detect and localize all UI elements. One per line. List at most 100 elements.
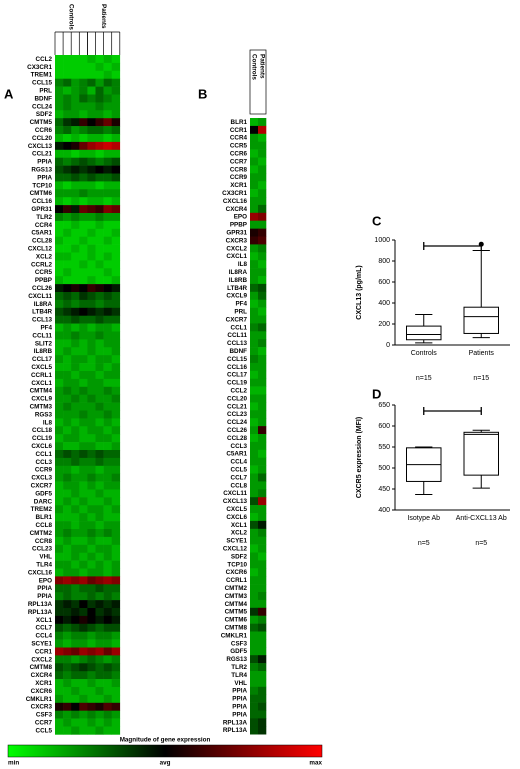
row-label: CCL20 — [32, 135, 52, 142]
row-label: CSF3 — [231, 640, 248, 647]
heat-cell — [111, 402, 121, 411]
heat-cell — [250, 576, 259, 585]
heat-cell — [95, 663, 104, 672]
heat-cell — [55, 205, 64, 214]
heat-cell — [87, 284, 96, 293]
heat-cell — [63, 521, 72, 530]
row-label: CMTM4 — [30, 388, 53, 395]
heat-cell — [258, 402, 267, 411]
heat-cell — [63, 134, 72, 143]
heat-cell — [111, 497, 121, 506]
heat-cell — [258, 165, 267, 174]
heat-cell — [103, 394, 112, 403]
heat-cell — [111, 521, 121, 530]
row-label: CXCL13 — [28, 143, 53, 150]
heat-cell — [258, 647, 267, 656]
heat-cell — [258, 244, 267, 253]
heat-cell — [87, 205, 96, 214]
heat-cell — [87, 592, 96, 601]
row-label: CCR1 — [35, 648, 53, 655]
heat-cell — [250, 355, 259, 364]
heat-cell — [87, 173, 96, 182]
heat-cell — [111, 465, 121, 474]
row-label: TCP10 — [32, 182, 52, 189]
heat-cell — [71, 426, 80, 435]
row-label: CX3CR1 — [27, 64, 52, 71]
heat-cell — [103, 631, 112, 640]
row-label: CXCL9 — [226, 293, 247, 300]
box — [463, 306, 499, 334]
heat-cell — [71, 299, 80, 309]
heat-cell — [250, 378, 259, 387]
heat-cell — [71, 726, 80, 735]
row-label: CCR5 — [35, 269, 53, 276]
heat-cell — [103, 292, 112, 301]
heat-cell — [71, 252, 80, 261]
heat-cell — [55, 521, 64, 530]
heat-cell — [79, 418, 88, 427]
heat-cell — [87, 521, 96, 530]
heat-cell — [71, 710, 80, 719]
heat-cell — [95, 576, 104, 585]
heat-cell — [71, 220, 80, 230]
y-tick-label: 450 — [378, 486, 390, 493]
heat-cell — [111, 355, 121, 364]
heat-cell — [87, 394, 96, 403]
heat-cell — [87, 386, 96, 395]
heat-cell — [250, 189, 259, 198]
row-label: CCR7 — [35, 720, 53, 727]
colorbar-tick-label: avg — [160, 760, 171, 767]
heat-cell — [111, 694, 121, 704]
heat-cell — [63, 584, 72, 593]
heat-cell — [250, 457, 259, 466]
heat-cell — [258, 370, 267, 379]
heat-cell — [71, 481, 80, 490]
heat-cell — [250, 513, 259, 522]
heat-cell — [103, 355, 112, 364]
heat-cell — [55, 702, 64, 711]
row-label: XCL1 — [231, 522, 248, 529]
heat-cell — [79, 513, 88, 522]
heat-cell — [55, 418, 64, 427]
heat-cell — [111, 663, 121, 672]
heat-cell — [63, 489, 72, 498]
heat-cell — [250, 710, 259, 719]
heat-cell — [103, 189, 112, 198]
row-label: CCL5 — [231, 467, 248, 474]
heat-cell — [71, 434, 80, 443]
heat-cell — [87, 410, 96, 419]
heat-cell — [111, 418, 121, 427]
heat-cell — [79, 560, 88, 569]
heat-cell — [55, 94, 64, 103]
heat-cell — [71, 78, 80, 87]
heat-cell — [79, 576, 88, 585]
heat-cell — [258, 204, 267, 214]
heat-cell — [55, 694, 64, 704]
row-label: CCR6 — [230, 151, 248, 158]
heat-cell — [63, 552, 72, 561]
heat-cell — [103, 679, 112, 688]
heat-cell — [63, 236, 72, 245]
heat-cell — [55, 434, 64, 443]
heat-cell — [71, 465, 80, 474]
heat-cell — [79, 442, 88, 451]
heat-cell — [258, 576, 267, 585]
heat-cell — [95, 489, 104, 498]
row-label: RGS13 — [31, 167, 52, 174]
heat-cell — [87, 513, 96, 522]
row-label: CXCL1 — [31, 380, 52, 387]
heat-cell — [63, 394, 72, 403]
heat-cell — [95, 600, 104, 609]
n-label: n=5 — [418, 540, 430, 547]
heat-cell — [103, 126, 112, 135]
row-label: CCR9 — [230, 174, 248, 181]
heat-cell — [103, 55, 112, 64]
row-label: CCL5 — [36, 727, 53, 734]
heat-cell — [79, 710, 88, 719]
heat-cell — [95, 371, 104, 380]
heat-cell — [71, 513, 80, 522]
heat-cell — [111, 718, 121, 727]
heat-cell — [103, 86, 112, 95]
heat-cell — [250, 276, 259, 285]
heat-cell — [71, 141, 80, 151]
